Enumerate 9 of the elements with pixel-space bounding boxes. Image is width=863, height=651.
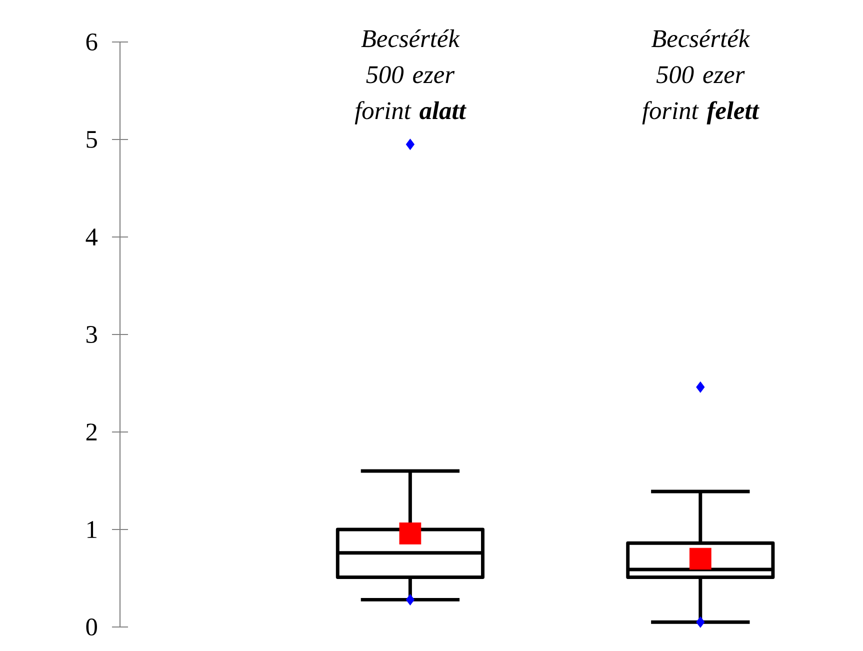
y-tick-label: 3: [86, 326, 97, 344]
y-tick-label: 1: [88, 521, 96, 538]
y-tick-label: 0: [86, 618, 97, 636]
x-tick-label: Becsérték 500 ezer forint felett: [642, 29, 760, 124]
y-tick-label: 5: [86, 131, 97, 148]
y-tick-label: 6: [86, 33, 98, 51]
y-tick-label: 4: [86, 228, 98, 246]
y-tick-label: 2: [86, 424, 97, 440]
x-tick-label: Becsérték 500 ezer forint alatt: [354, 29, 466, 124]
